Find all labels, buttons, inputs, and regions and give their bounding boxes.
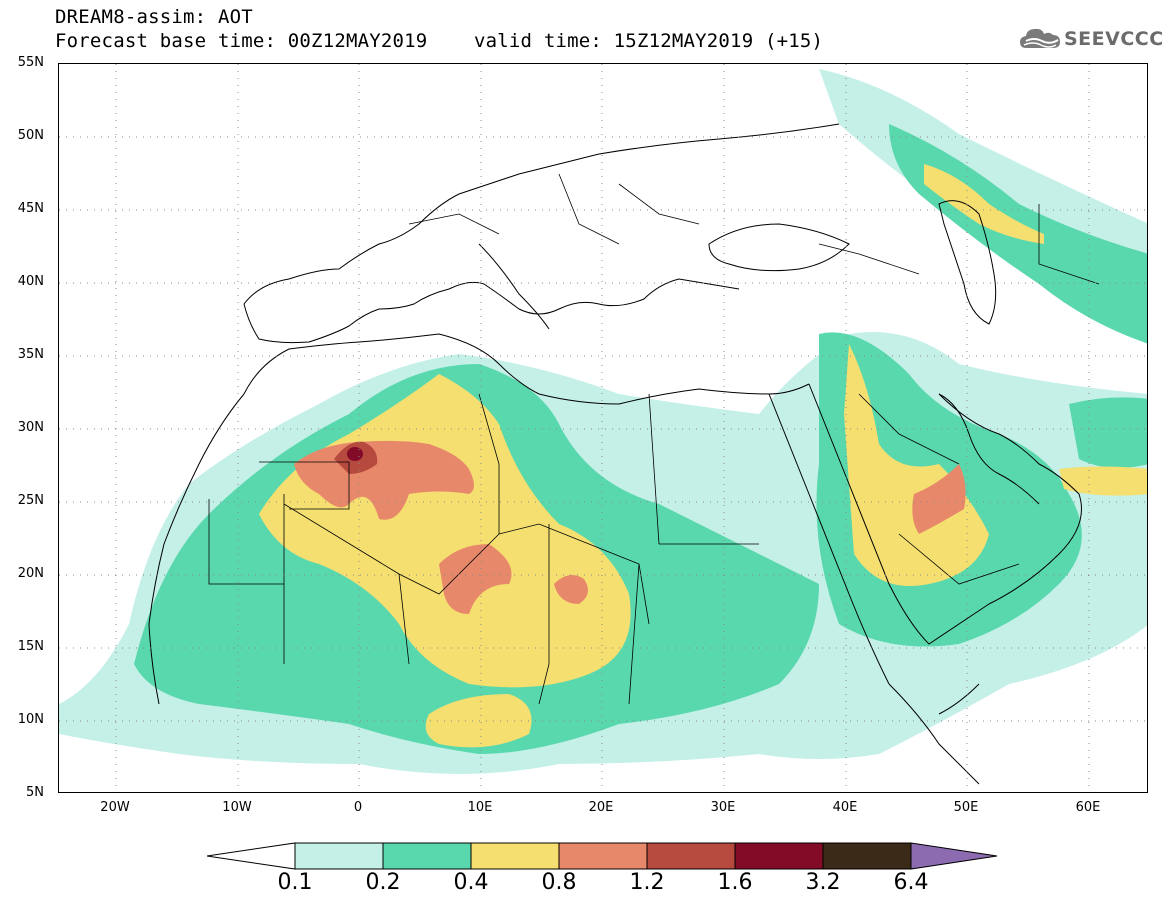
title-line-2: Forecast base time: 00Z12MAY2019 valid t… [55, 30, 824, 52]
lat-label-45n: 45N [17, 201, 44, 216]
colorbar-box-3 [558, 842, 648, 870]
colorbar-label-5: 1.6 [717, 870, 753, 895]
title-line-1: DREAM8-assim: AOT [55, 6, 253, 28]
colorbar-box-0 [294, 842, 384, 870]
lat-label-25n: 25N [17, 493, 44, 508]
colorbar-label-0: 0.1 [277, 870, 313, 895]
lon-label-60e: 60E [1075, 800, 1101, 815]
lat-label-35n: 35N [17, 347, 44, 362]
colorbar-label-1: 0.2 [365, 870, 401, 895]
colorbar-box-6 [822, 842, 912, 870]
colorbar-box-5 [734, 842, 824, 870]
country-borders [208, 173, 1100, 705]
aot-map [59, 64, 1147, 792]
colorbar [206, 842, 998, 870]
lat-label-40n: 40N [17, 274, 44, 289]
lon-label-20w: 20W [100, 800, 130, 815]
colorbar-label-7: 6.4 [893, 870, 929, 895]
colorbar-label-4: 1.2 [629, 870, 665, 895]
colorbar-box-1 [382, 842, 472, 870]
aot-band-1.6 [347, 447, 363, 461]
colorbar-label-6: 3.2 [805, 870, 841, 895]
grid-lines [59, 64, 1147, 792]
lat-label-50n: 50N [17, 128, 44, 143]
colorbar-label-2: 0.4 [453, 870, 489, 895]
cloud-icon [1020, 28, 1060, 48]
lon-label-50e: 50E [953, 800, 979, 815]
colorbar-low-arrow [206, 842, 296, 870]
lon-label-30e: 30E [710, 800, 736, 815]
lat-label-55n: 55N [17, 55, 44, 70]
colorbar-box-4 [646, 842, 736, 870]
lat-label-5n: 5N [26, 785, 44, 800]
lon-label-10e: 10E [467, 800, 493, 815]
colorbar-label-3: 0.8 [541, 870, 577, 895]
lat-label-10n: 10N [17, 712, 44, 727]
logo-text: SEEVCCC [1064, 28, 1164, 50]
coastlines [148, 123, 1082, 785]
colorbar-high-arrow [910, 842, 998, 870]
lon-label-40e: 40E [832, 800, 858, 815]
lat-label-30n: 30N [17, 420, 44, 435]
lat-label-20n: 20N [17, 566, 44, 581]
lon-label-0: 0 [353, 800, 363, 815]
map-panel [58, 63, 1148, 793]
seevccc-logo: SEEVCCC [1018, 26, 1163, 52]
lon-label-20e: 20E [588, 800, 614, 815]
colorbar-box-2 [470, 842, 560, 870]
lat-label-15n: 15N [17, 639, 44, 654]
lon-label-10w: 10W [222, 800, 252, 815]
